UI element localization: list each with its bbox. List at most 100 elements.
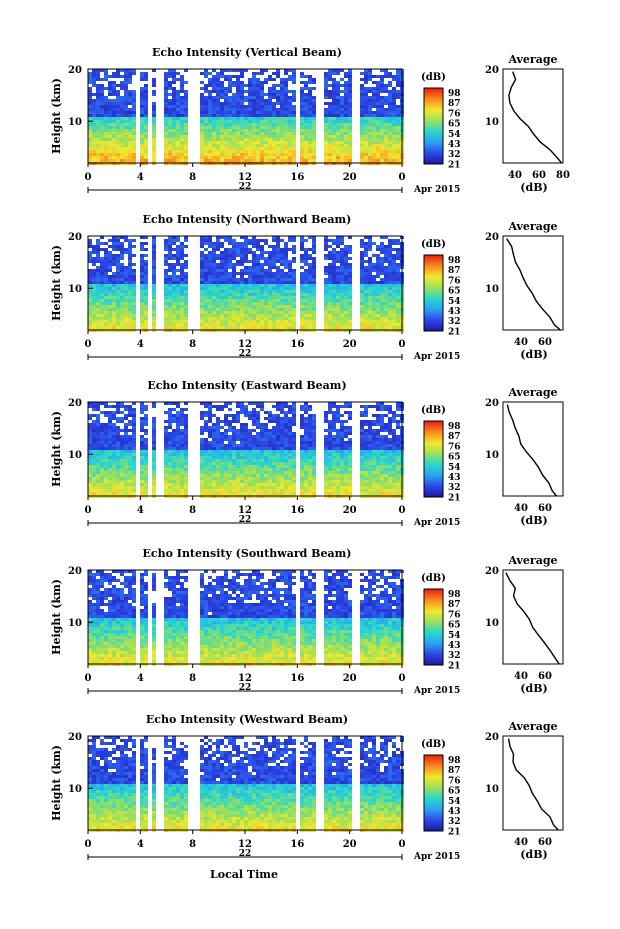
x-tick-label: 20 bbox=[343, 339, 357, 350]
x-tick-label: 16 bbox=[290, 505, 304, 516]
x-tick-label: 4 bbox=[137, 673, 144, 684]
average-line bbox=[506, 238, 561, 331]
average-line bbox=[506, 404, 558, 497]
x-tick-label: 0 bbox=[85, 839, 92, 850]
average-x-label: (dB) bbox=[520, 848, 547, 861]
average-title: Average bbox=[507, 386, 557, 399]
y-tick-label: 10 bbox=[68, 450, 82, 461]
colorbar bbox=[423, 87, 444, 165]
chart-title: Echo Intensity (Westward Beam) bbox=[146, 713, 348, 726]
average-profile: Average 20 10 40 60(dB) bbox=[485, 220, 564, 361]
colorbar-tick-label: 76 bbox=[448, 442, 461, 452]
colorbar bbox=[423, 588, 444, 666]
x-tick-label: 0 bbox=[85, 673, 92, 684]
average-y-tick-label: 20 bbox=[485, 732, 499, 743]
colorbar-tick-label: 54 bbox=[448, 297, 461, 307]
average-line bbox=[505, 572, 560, 665]
colorbar-unit: (dB) bbox=[421, 405, 446, 416]
average-x-tick-label: 60 bbox=[538, 837, 552, 848]
colorbar bbox=[423, 254, 444, 332]
heatmap bbox=[88, 236, 404, 332]
average-title: Average bbox=[507, 220, 557, 233]
colorbar-tick-label: 32 bbox=[448, 817, 461, 827]
x-tick-label: 0 bbox=[399, 505, 406, 516]
heatmap bbox=[88, 736, 404, 832]
month-label: Apr 2015 bbox=[413, 352, 460, 362]
colorbar-tick-label: 87 bbox=[448, 600, 461, 610]
average-frame bbox=[502, 569, 564, 665]
average-profile: Average 20 10 40 60 80 (dB) bbox=[485, 53, 570, 194]
x-tick-label: 0 bbox=[399, 339, 406, 350]
colorbar bbox=[423, 754, 444, 832]
colorbar-tick-label: 21 bbox=[448, 160, 461, 170]
x-tick-label: 4 bbox=[137, 505, 144, 516]
colorbar-tick-label: 98 bbox=[448, 756, 461, 766]
average-y-tick-label: 10 bbox=[485, 284, 499, 295]
colorbar-tick-label: 87 bbox=[448, 766, 461, 776]
panel-2: Echo Intensity (Eastward Beam) 20 10 Height… bbox=[50, 379, 564, 528]
average-x-tick-label: 40 bbox=[514, 503, 528, 514]
chart-title: Echo Intensity (Vertical Beam) bbox=[152, 46, 342, 59]
average-y-tick-label: 10 bbox=[485, 784, 499, 795]
colorbar-tick-label: 43 bbox=[448, 641, 461, 651]
colorbar-tick-label: 43 bbox=[448, 807, 461, 817]
x-tick-label: 0 bbox=[399, 673, 406, 684]
average-x-label: (dB) bbox=[520, 682, 547, 695]
average-title: Average bbox=[507, 720, 557, 733]
y-tick-label: 20 bbox=[68, 398, 82, 409]
average-x-tick-label: 60 bbox=[532, 170, 546, 181]
y-tick-label: 20 bbox=[68, 232, 82, 243]
x-tick-label: 20 bbox=[343, 505, 357, 516]
average-x-label: (dB) bbox=[520, 514, 547, 527]
x-tick-label: 20 bbox=[343, 839, 357, 850]
colorbar-tick-label: 76 bbox=[448, 776, 461, 786]
colorbar-tick-label: 87 bbox=[448, 99, 461, 109]
date-label: 22 bbox=[239, 683, 252, 693]
colorbar-tick-label: 98 bbox=[448, 422, 461, 432]
average-frame bbox=[502, 235, 564, 331]
x-tick-label: 0 bbox=[85, 505, 92, 516]
x-tick-label: 4 bbox=[137, 172, 144, 183]
x-tick-label: 0 bbox=[399, 839, 406, 850]
month-label: Apr 2015 bbox=[413, 686, 460, 696]
x-tick-label: 0 bbox=[85, 172, 92, 183]
x-axis-label: Local Time bbox=[210, 868, 278, 881]
colorbar-tick-label: 21 bbox=[448, 327, 461, 337]
average-title: Average bbox=[507, 554, 557, 567]
x-tick-label: 8 bbox=[189, 172, 196, 183]
average-frame bbox=[502, 68, 564, 164]
average-profile: Average 20 10 40 60(dB) bbox=[485, 720, 564, 861]
colorbar-tick-label: 21 bbox=[448, 661, 461, 671]
y-tick-label: 10 bbox=[68, 784, 82, 795]
x-tick-label: 16 bbox=[290, 172, 304, 183]
heatmap bbox=[88, 402, 404, 498]
colorbar-tick-label: 32 bbox=[448, 317, 461, 327]
y-tick-label: 20 bbox=[68, 65, 82, 76]
month-label: Apr 2015 bbox=[413, 185, 460, 195]
colorbar-tick-label: 43 bbox=[448, 307, 461, 317]
x-tick-label: 12 bbox=[238, 172, 252, 183]
average-line bbox=[508, 71, 563, 164]
colorbar bbox=[423, 420, 444, 498]
x-tick-label: 8 bbox=[189, 839, 196, 850]
x-tick-label: 4 bbox=[137, 339, 144, 350]
colorbar-tick-label: 54 bbox=[448, 631, 461, 641]
average-line bbox=[507, 738, 559, 831]
colorbar-tick-label: 76 bbox=[448, 109, 461, 119]
colorbar-tick-label: 54 bbox=[448, 797, 461, 807]
x-tick-label: 16 bbox=[290, 839, 304, 850]
heatmap bbox=[88, 69, 404, 165]
colorbar-tick-label: 87 bbox=[448, 432, 461, 442]
colorbar-unit: (dB) bbox=[421, 739, 446, 750]
average-x-tick-label: 60 bbox=[538, 671, 552, 682]
x-tick-label: 8 bbox=[189, 673, 196, 684]
x-tick-label: 20 bbox=[343, 172, 357, 183]
average-y-tick-label: 10 bbox=[485, 450, 499, 461]
colorbar-tick-label: 98 bbox=[448, 89, 461, 99]
average-x-label: (dB) bbox=[520, 348, 547, 361]
panel-1: Echo Intensity (Northward Beam) 20 10 Heigh… bbox=[50, 213, 564, 362]
colorbar-tick-label: 76 bbox=[448, 276, 461, 286]
colorbar-tick-label: 65 bbox=[448, 287, 461, 297]
colorbar-unit: (dB) bbox=[421, 239, 446, 250]
